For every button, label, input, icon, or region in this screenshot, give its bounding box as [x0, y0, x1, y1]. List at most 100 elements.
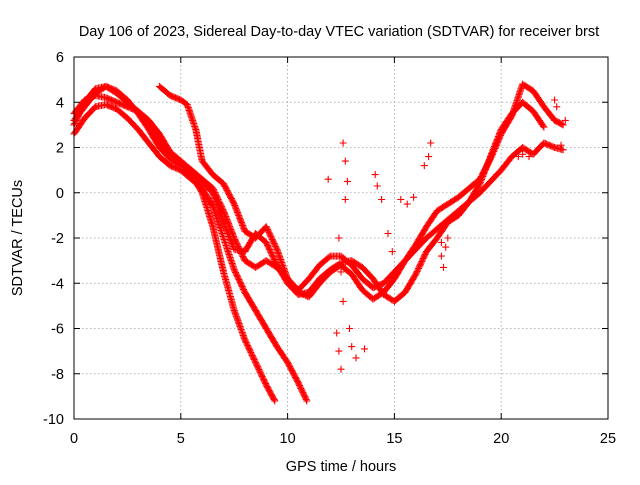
data-point: [388, 248, 396, 256]
data-point: [493, 139, 501, 147]
data-point: [270, 238, 278, 246]
data-point: [442, 243, 450, 251]
data-point: [238, 219, 245, 227]
data-point: [341, 157, 349, 165]
data-point: [214, 202, 222, 210]
data-point: [236, 321, 243, 329]
data-point: [239, 330, 247, 338]
data-point: [215, 220, 223, 228]
data-point: [491, 145, 499, 153]
data-point: [440, 263, 447, 271]
data-point: [561, 116, 569, 124]
data-point: [490, 146, 498, 154]
data-point: [495, 134, 503, 142]
data-point: [337, 268, 345, 276]
data-point: [490, 148, 498, 155]
data-point: [231, 308, 239, 316]
data-point: [256, 368, 264, 376]
data-point: [267, 248, 275, 256]
data-point: [279, 263, 287, 271]
data-point: [273, 245, 281, 253]
data-point: [492, 143, 499, 151]
data-point: [209, 189, 217, 197]
x-tick-label: 5: [177, 431, 185, 447]
data-point: [346, 325, 353, 332]
data-point: [233, 207, 241, 215]
data-point: [343, 177, 351, 185]
data-point: [495, 136, 503, 144]
data-point: [256, 367, 264, 375]
data-point: [378, 196, 386, 203]
data-point: [437, 252, 445, 260]
data-point: [210, 193, 218, 201]
data-point: [487, 153, 495, 161]
data-point: [283, 272, 290, 280]
data-point: [425, 153, 433, 161]
data-point: [559, 121, 567, 129]
y-tick-label: -4: [51, 276, 64, 292]
data-point: [488, 150, 496, 158]
data-point: [221, 222, 229, 230]
data-point: [410, 193, 418, 201]
data-point: [238, 281, 245, 289]
data-point: [215, 206, 223, 214]
data-point: [240, 334, 248, 342]
data-point: [222, 225, 230, 233]
x-tick-label: 10: [280, 431, 296, 447]
data-point: [302, 396, 310, 403]
data-point: [216, 209, 224, 217]
data-point: [557, 141, 565, 149]
data-point: [496, 133, 504, 141]
data-point: [272, 244, 280, 252]
data-point: [231, 203, 239, 211]
data-point: [235, 212, 243, 219]
data-point: [233, 271, 241, 279]
data-point: [218, 214, 226, 222]
data-point: [237, 326, 245, 333]
data-point: [246, 347, 254, 355]
data-point: [247, 349, 255, 356]
data-point: [487, 155, 494, 163]
data-point: [333, 329, 341, 337]
data-point: [519, 150, 527, 158]
data-point: [559, 146, 567, 154]
data-point: [251, 357, 259, 365]
data-point: [224, 230, 232, 238]
data-point: [335, 234, 343, 242]
data-point: [371, 171, 379, 179]
data-point: [265, 228, 273, 236]
data-point: [261, 378, 269, 386]
data-point: [234, 317, 242, 325]
data-point: [275, 250, 282, 258]
data-point: [341, 196, 349, 203]
data-point: [237, 217, 245, 225]
data-point: [281, 267, 289, 275]
y-tick-label: -10: [43, 412, 64, 428]
data-point: [269, 237, 277, 245]
data-point: [427, 139, 435, 147]
data-point: [339, 297, 347, 305]
data-point: [221, 221, 229, 229]
data-point: [437, 239, 445, 246]
data-point: [558, 120, 566, 128]
ticks: 0 5 10 15 20 25 -10 -8 -6 -4 -2 0 2 4 6: [43, 50, 616, 447]
data-point: [223, 227, 231, 235]
data-point: [539, 122, 547, 130]
x-axis-label: GPS time / hours: [286, 459, 396, 475]
data-point: [403, 200, 411, 208]
data-point: [262, 239, 270, 246]
data-point: [418, 258, 426, 265]
data-point: [384, 230, 392, 237]
data-point: [234, 273, 241, 281]
data-point: [348, 343, 356, 351]
data-point: [229, 241, 236, 249]
data-point: [227, 257, 235, 265]
data-point: [420, 162, 428, 170]
data-point: [271, 397, 279, 405]
data-point: [444, 234, 452, 242]
data-point: [324, 175, 332, 183]
data-point: [278, 259, 286, 266]
data-point: [263, 240, 271, 248]
